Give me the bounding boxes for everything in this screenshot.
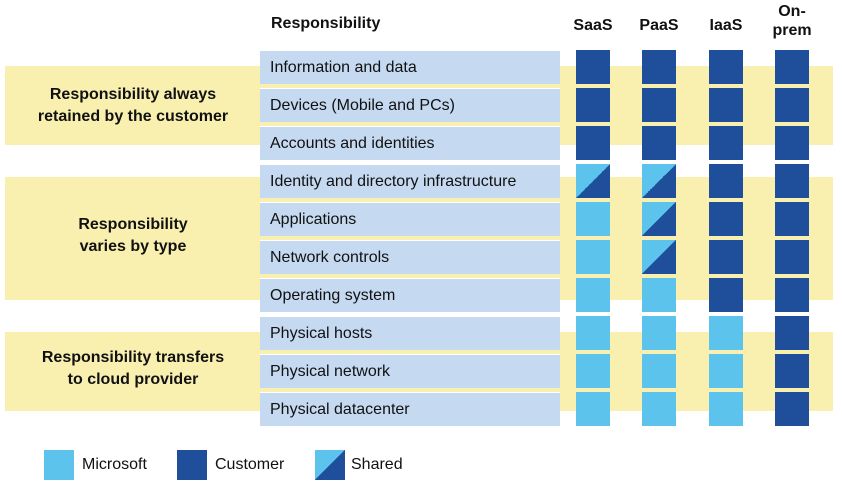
cell-on-prem-customer xyxy=(775,164,809,198)
cell-saas-microsoft xyxy=(576,392,610,426)
cell-iaas-customer xyxy=(709,164,743,198)
column-header-iaas: IaaS xyxy=(709,17,743,34)
cell-on-prem-customer xyxy=(775,354,809,388)
row-label: Physical hosts xyxy=(260,316,560,350)
row-label: Network controls xyxy=(260,240,560,274)
cell-paas-customer xyxy=(642,50,676,84)
cell-on-prem-customer xyxy=(775,126,809,160)
cell-saas-customer xyxy=(576,126,610,160)
cell-iaas-customer xyxy=(709,240,743,274)
cell-iaas-customer xyxy=(709,202,743,236)
legend-label-customer: Customer xyxy=(215,456,285,473)
row-label: Operating system xyxy=(260,278,560,312)
cell-iaas-microsoft xyxy=(709,316,743,350)
cell-saas-microsoft xyxy=(576,316,610,350)
cell-saas-microsoft xyxy=(576,202,610,236)
legend-swatch-customer xyxy=(177,450,207,480)
row-label: Physical datacenter xyxy=(260,392,560,426)
row-label: Devices (Mobile and PCs) xyxy=(260,88,560,122)
cell-saas-microsoft xyxy=(576,278,610,312)
cell-saas-customer xyxy=(576,88,610,122)
cell-on-prem-customer xyxy=(775,278,809,312)
legend-swatch-shared xyxy=(315,450,345,480)
cell-iaas-microsoft xyxy=(709,354,743,388)
row-label: Information and data xyxy=(260,50,560,84)
column-header-paas: PaaS xyxy=(639,17,679,34)
cell-on-prem-customer xyxy=(775,88,809,122)
column-header-saas: SaaS xyxy=(573,17,613,34)
cell-on-prem-customer xyxy=(775,392,809,426)
cell-iaas-microsoft xyxy=(709,392,743,426)
cell-on-prem-customer xyxy=(775,316,809,350)
cell-on-prem-customer xyxy=(775,240,809,274)
legend-swatch-microsoft xyxy=(44,450,74,480)
legend-label-microsoft: Microsoft xyxy=(82,456,147,473)
cell-paas-customer xyxy=(642,126,676,160)
cell-paas-shared xyxy=(642,240,676,274)
cell-iaas-customer xyxy=(709,88,743,122)
row-label: Physical network xyxy=(260,354,560,388)
cell-paas-shared xyxy=(642,202,676,236)
group-label-transfers: Responsibility transfers to cloud provid… xyxy=(41,349,225,388)
cell-paas-microsoft xyxy=(642,354,676,388)
row-label: Identity and directory infrastructure xyxy=(260,164,560,198)
row-label: Applications xyxy=(260,202,560,236)
cell-paas-microsoft xyxy=(642,392,676,426)
responsibility-header: Responsibility xyxy=(271,15,381,32)
cell-paas-customer xyxy=(642,88,676,122)
cell-iaas-customer xyxy=(709,50,743,84)
group-label-varies: Responsibility varies by type xyxy=(78,216,188,255)
column-header-on-prem: On- prem xyxy=(772,3,812,39)
cell-saas-microsoft xyxy=(576,240,610,274)
cell-paas-microsoft xyxy=(642,278,676,312)
cell-saas-microsoft xyxy=(576,354,610,388)
cell-on-prem-customer xyxy=(775,50,809,84)
group-label-always: Responsibility always retained by the cu… xyxy=(37,86,229,125)
cell-on-prem-customer xyxy=(775,202,809,236)
cell-saas-shared xyxy=(576,164,610,198)
cell-paas-microsoft xyxy=(642,316,676,350)
cell-iaas-customer xyxy=(709,278,743,312)
row-label: Accounts and identities xyxy=(260,126,560,160)
cell-paas-shared xyxy=(642,164,676,198)
legend-label-shared: Shared xyxy=(351,456,403,473)
cell-iaas-customer xyxy=(709,126,743,160)
cell-saas-customer xyxy=(576,50,610,84)
